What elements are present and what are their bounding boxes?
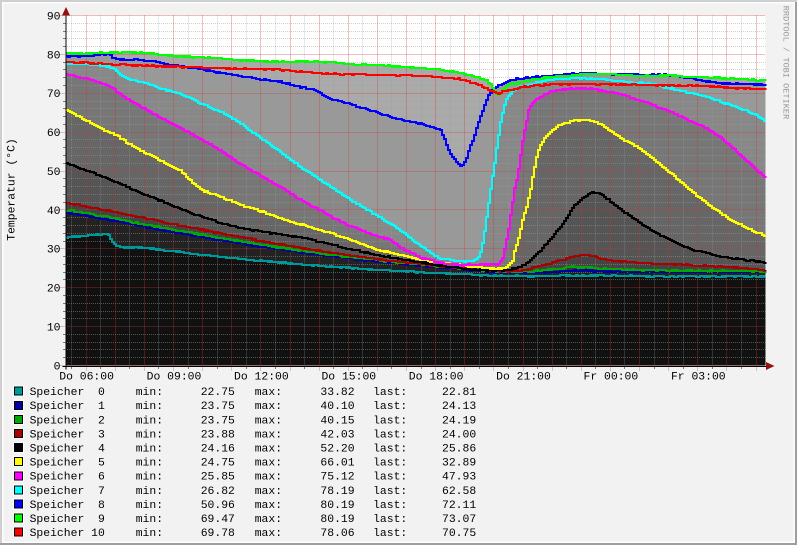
svg-text:max:: max: [255, 401, 282, 413]
svg-text:40.10: 40.10 [320, 401, 354, 413]
svg-text:Speicher 0: Speicher 0 [30, 387, 105, 399]
svg-text:last:: last: [373, 500, 407, 512]
svg-text:max:: max: [255, 472, 282, 484]
svg-text:Do 09:00: Do 09:00 [147, 371, 202, 383]
svg-text:Speicher 9: Speicher 9 [30, 514, 105, 526]
svg-text:Speicher 6: Speicher 6 [30, 472, 105, 484]
svg-text:Do 18:00: Do 18:00 [409, 371, 464, 383]
svg-text:Do 21:00: Do 21:00 [496, 371, 551, 383]
svg-text:min:: min: [136, 415, 163, 427]
svg-text:72.11: 72.11 [442, 500, 476, 512]
svg-text:40: 40 [47, 206, 61, 218]
svg-text:73.07: 73.07 [442, 514, 476, 526]
svg-text:24.19: 24.19 [442, 415, 476, 427]
svg-text:min:: min: [136, 429, 163, 441]
svg-text:24.13: 24.13 [442, 401, 476, 413]
svg-text:last:: last: [373, 387, 407, 399]
svg-text:24.16: 24.16 [201, 444, 235, 456]
svg-text:10: 10 [47, 323, 61, 335]
svg-text:min:: min: [136, 528, 163, 540]
svg-text:max:: max: [255, 528, 282, 540]
svg-text:23.88: 23.88 [201, 429, 235, 441]
svg-text:last:: last: [373, 444, 407, 456]
svg-text:47.93: 47.93 [442, 472, 476, 484]
svg-text:last:: last: [373, 429, 407, 441]
svg-text:min:: min: [136, 472, 163, 484]
svg-text:32.89: 32.89 [442, 458, 476, 470]
svg-text:90: 90 [47, 11, 61, 23]
svg-text:23.75: 23.75 [201, 415, 235, 427]
svg-text:26.82: 26.82 [201, 486, 235, 498]
svg-text:Speicher 5: Speicher 5 [30, 458, 105, 470]
svg-text:78.06: 78.06 [320, 528, 354, 540]
svg-text:33.82: 33.82 [320, 387, 354, 399]
svg-text:RRDTOOL / TOBI OETIKER: RRDTOOL / TOBI OETIKER [781, 6, 791, 119]
svg-text:24.00: 24.00 [442, 429, 476, 441]
svg-text:50: 50 [47, 167, 61, 179]
svg-text:70: 70 [47, 89, 61, 101]
svg-text:Speicher 1: Speicher 1 [30, 401, 105, 413]
svg-text:last:: last: [373, 514, 407, 526]
svg-text:min:: min: [136, 444, 163, 456]
svg-text:75.12: 75.12 [320, 472, 354, 484]
svg-text:20: 20 [47, 284, 61, 296]
svg-text:Speicher 7: Speicher 7 [30, 486, 105, 498]
svg-text:Speicher 8: Speicher 8 [30, 500, 105, 512]
svg-text:max:: max: [255, 387, 282, 399]
svg-text:last:: last: [373, 528, 407, 540]
svg-text:min:: min: [136, 486, 163, 498]
svg-text:max:: max: [255, 429, 282, 441]
svg-text:max:: max: [255, 486, 282, 498]
svg-text:22.81: 22.81 [442, 387, 476, 399]
svg-text:Fr 03:00: Fr 03:00 [671, 371, 726, 383]
svg-text:max:: max: [255, 444, 282, 456]
svg-text:max:: max: [255, 500, 282, 512]
svg-text:min:: min: [136, 401, 163, 413]
svg-text:62.58: 62.58 [442, 486, 476, 498]
svg-text:Temperatur (°C): Temperatur (°C) [7, 138, 19, 241]
svg-text:24.75: 24.75 [201, 458, 235, 470]
svg-text:min:: min: [136, 458, 163, 470]
svg-text:80.19: 80.19 [320, 500, 354, 512]
svg-text:52.20: 52.20 [320, 444, 354, 456]
svg-text:80: 80 [47, 50, 61, 62]
svg-text:last:: last: [373, 472, 407, 484]
svg-text:last:: last: [373, 486, 407, 498]
svg-text:Speicher 2: Speicher 2 [30, 415, 105, 427]
svg-text:last:: last: [373, 415, 407, 427]
svg-text:70.75: 70.75 [442, 528, 476, 540]
svg-text:30: 30 [47, 245, 61, 257]
svg-text:69.47: 69.47 [201, 514, 235, 526]
svg-text:66.01: 66.01 [320, 458, 354, 470]
svg-text:25.85: 25.85 [201, 472, 235, 484]
svg-text:max:: max: [255, 415, 282, 427]
svg-text:max:: max: [255, 514, 282, 526]
svg-text:Do 15:00: Do 15:00 [321, 371, 376, 383]
svg-text:23.75: 23.75 [201, 401, 235, 413]
svg-text:min:: min: [136, 387, 163, 399]
svg-text:80.19: 80.19 [320, 514, 354, 526]
svg-text:Speicher 4: Speicher 4 [30, 444, 105, 456]
svg-text:Speicher 10: Speicher 10 [30, 528, 105, 540]
svg-text:min:: min: [136, 500, 163, 512]
svg-text:Speicher 3: Speicher 3 [30, 429, 105, 441]
svg-text:last:: last: [373, 401, 407, 413]
svg-text:Do 12:00: Do 12:00 [234, 371, 289, 383]
svg-text:0: 0 [54, 361, 61, 373]
svg-text:25.86: 25.86 [442, 444, 476, 456]
svg-text:40.15: 40.15 [320, 415, 354, 427]
svg-text:22.75: 22.75 [201, 387, 235, 399]
svg-text:60: 60 [47, 128, 61, 140]
svg-text:Fr 00:00: Fr 00:00 [584, 371, 639, 383]
svg-text:last:: last: [373, 458, 407, 470]
svg-text:69.78: 69.78 [201, 528, 235, 540]
svg-text:50.96: 50.96 [201, 500, 235, 512]
svg-text:Do 06:00: Do 06:00 [59, 371, 114, 383]
svg-text:42.03: 42.03 [320, 429, 354, 441]
svg-text:78.19: 78.19 [320, 486, 354, 498]
svg-text:max:: max: [255, 458, 282, 470]
svg-text:min:: min: [136, 514, 163, 526]
